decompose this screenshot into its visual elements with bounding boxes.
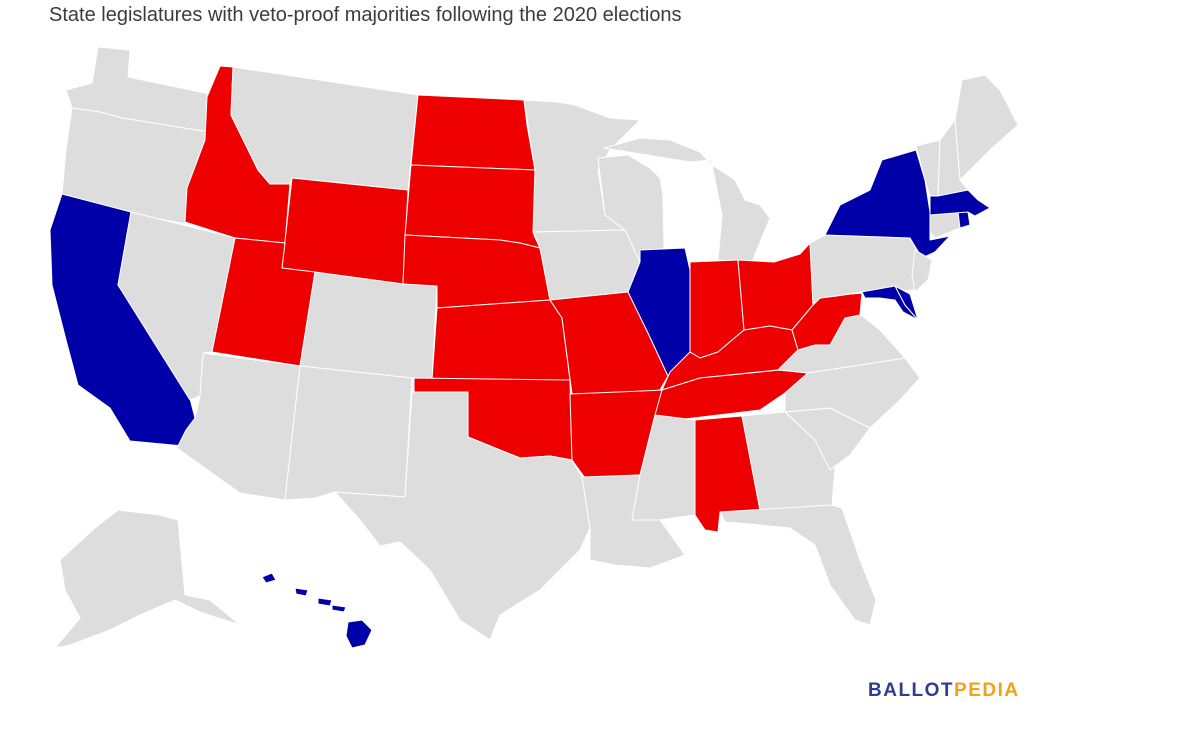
state-massachusetts	[929, 189, 991, 217]
state-south-dakota	[404, 164, 541, 249]
state-texas	[334, 391, 591, 641]
state-wisconsin	[597, 154, 665, 263]
state-rhode-island	[957, 211, 971, 229]
state-iowa	[532, 229, 641, 301]
logo-part-pedia: PEDIA	[954, 680, 1020, 701]
state-wyoming	[281, 177, 409, 285]
state-alaska	[54, 509, 241, 649]
logo-part-ballot: BALLOT	[868, 680, 955, 701]
state-new-mexico	[284, 365, 413, 501]
state-vermont	[915, 139, 941, 197]
state-montana	[230, 66, 419, 191]
state-new-jersey	[911, 249, 933, 293]
state-new-hampshire	[937, 119, 969, 197]
state-maine	[954, 74, 1019, 181]
state-connecticut	[929, 211, 961, 239]
state-colorado	[299, 271, 438, 381]
state-florida	[719, 504, 877, 626]
state-kansas	[431, 299, 571, 381]
state-hawaii	[261, 572, 373, 649]
state-michigan	[603, 137, 771, 263]
state-delaware	[894, 285, 919, 321]
state-north-dakota	[410, 94, 536, 171]
map-title: State legislatures with veto-proof major…	[49, 4, 682, 26]
ballotpedia-logo: BALLOTPEDIA	[868, 680, 1020, 702]
